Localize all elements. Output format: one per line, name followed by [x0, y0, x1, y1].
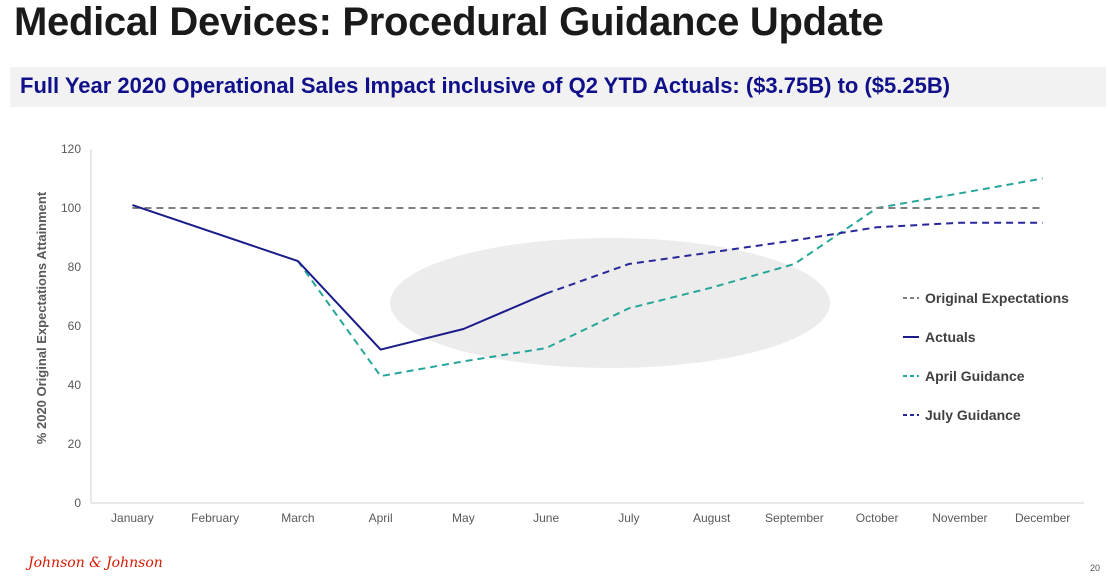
x-tick-label: June [533, 511, 559, 525]
y-tick-label: 40 [68, 378, 82, 392]
series-group [132, 177, 1043, 378]
x-tick-label: May [452, 511, 475, 525]
line-chart: 0 20 40 60 80 100 120 January February March April… [34, 142, 1084, 525]
x-tick-label: July [618, 511, 639, 525]
legend-label: Original Expectations [925, 290, 1069, 306]
page-title: Medical Devices: Procedural Guidance Upd… [14, 0, 884, 44]
y-axis-label: % 2020 Original Expectations Attainment [34, 191, 49, 444]
x-tick-label: September [765, 511, 824, 525]
y-tick-label: 80 [68, 260, 82, 274]
x-tick-label: December [1015, 511, 1070, 525]
series-line-actuals [132, 204, 547, 351]
y-tick-label: 60 [68, 319, 82, 333]
y-tick-label: 100 [61, 201, 81, 215]
x-tick-label: March [281, 511, 314, 525]
x-tick-label: November [932, 511, 987, 525]
highlight-ellipse [390, 238, 830, 368]
company-logo: Johnson & Johnson [28, 555, 163, 571]
series-line-april-guidance [297, 177, 1043, 378]
y-tick-label: 0 [74, 496, 81, 510]
y-tick-label: 20 [68, 437, 82, 451]
axes: 0 20 40 60 80 100 120 January February March April… [61, 142, 1084, 525]
subtitle-banner: Full Year 2020 Operational Sales Impact … [10, 67, 1106, 107]
subtitle: Full Year 2020 Operational Sales Impact … [20, 73, 951, 98]
x-tick-label: April [369, 511, 393, 525]
y-tick-label: 120 [61, 142, 81, 156]
x-tick-label: August [693, 511, 731, 525]
x-tick-label: October [856, 511, 899, 525]
series-line-july-guidance [545, 221, 1043, 295]
legend-label: July Guidance [925, 407, 1021, 423]
page-number: 20 [1089, 563, 1100, 573]
legend: Original Expectations Actuals April Guidan… [903, 290, 1069, 423]
x-tick-label: February [191, 511, 239, 525]
x-tick-label: January [111, 511, 154, 525]
legend-label: April Guidance [925, 368, 1025, 384]
legend-label: Actuals [925, 329, 976, 345]
